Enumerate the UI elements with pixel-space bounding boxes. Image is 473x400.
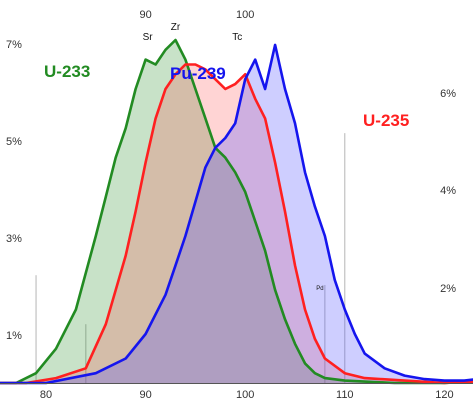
series-label-u233: U-233 (44, 62, 90, 81)
series-labels: U-233 Pu-239 U-235 (44, 62, 409, 130)
x-tick-label: 90 (139, 389, 151, 400)
y-right-tick-label: 4% (440, 185, 456, 197)
series-line-u233 (0, 38, 473, 385)
annotation-label: Pd (316, 286, 323, 292)
x-tick-label: 80 (40, 389, 52, 400)
x-tick-label: 120 (435, 389, 453, 400)
y-left-tick-label: 3% (6, 233, 22, 245)
y-left-tick-label: 7% (6, 39, 22, 51)
x-tick-label-top: 90 (139, 9, 151, 21)
y-right-tick-label: 2% (440, 283, 456, 295)
y-left-tick-label: 1% (6, 330, 22, 342)
annotation-label: Zr (171, 22, 181, 33)
annotation-label: Tc (232, 32, 242, 43)
annotation-label: Sr (143, 32, 154, 43)
series-area-u235 (0, 64, 473, 383)
series-line-pu239 (0, 43, 473, 385)
tick-labels: 8090100110120130140150160901001301401%3%… (6, 9, 456, 400)
x-tick-label: 100 (236, 389, 254, 400)
series-areas (0, 38, 473, 385)
series-label-u235: U-235 (363, 111, 409, 130)
series-area-pu239 (0, 44, 473, 383)
y-right-tick-label: 6% (440, 88, 456, 100)
x-tick-label-top: 100 (236, 9, 254, 21)
series-area-u233 (0, 40, 473, 383)
x-tick-label: 110 (336, 389, 354, 400)
element-marker-lines (35, 133, 346, 383)
series-label-pu239: Pu-239 (170, 64, 226, 83)
series-line-u235 (0, 63, 473, 385)
y-left-tick-label: 5% (6, 136, 22, 148)
annotations: SrZrTcCsCs129PdSnSm (143, 22, 324, 292)
